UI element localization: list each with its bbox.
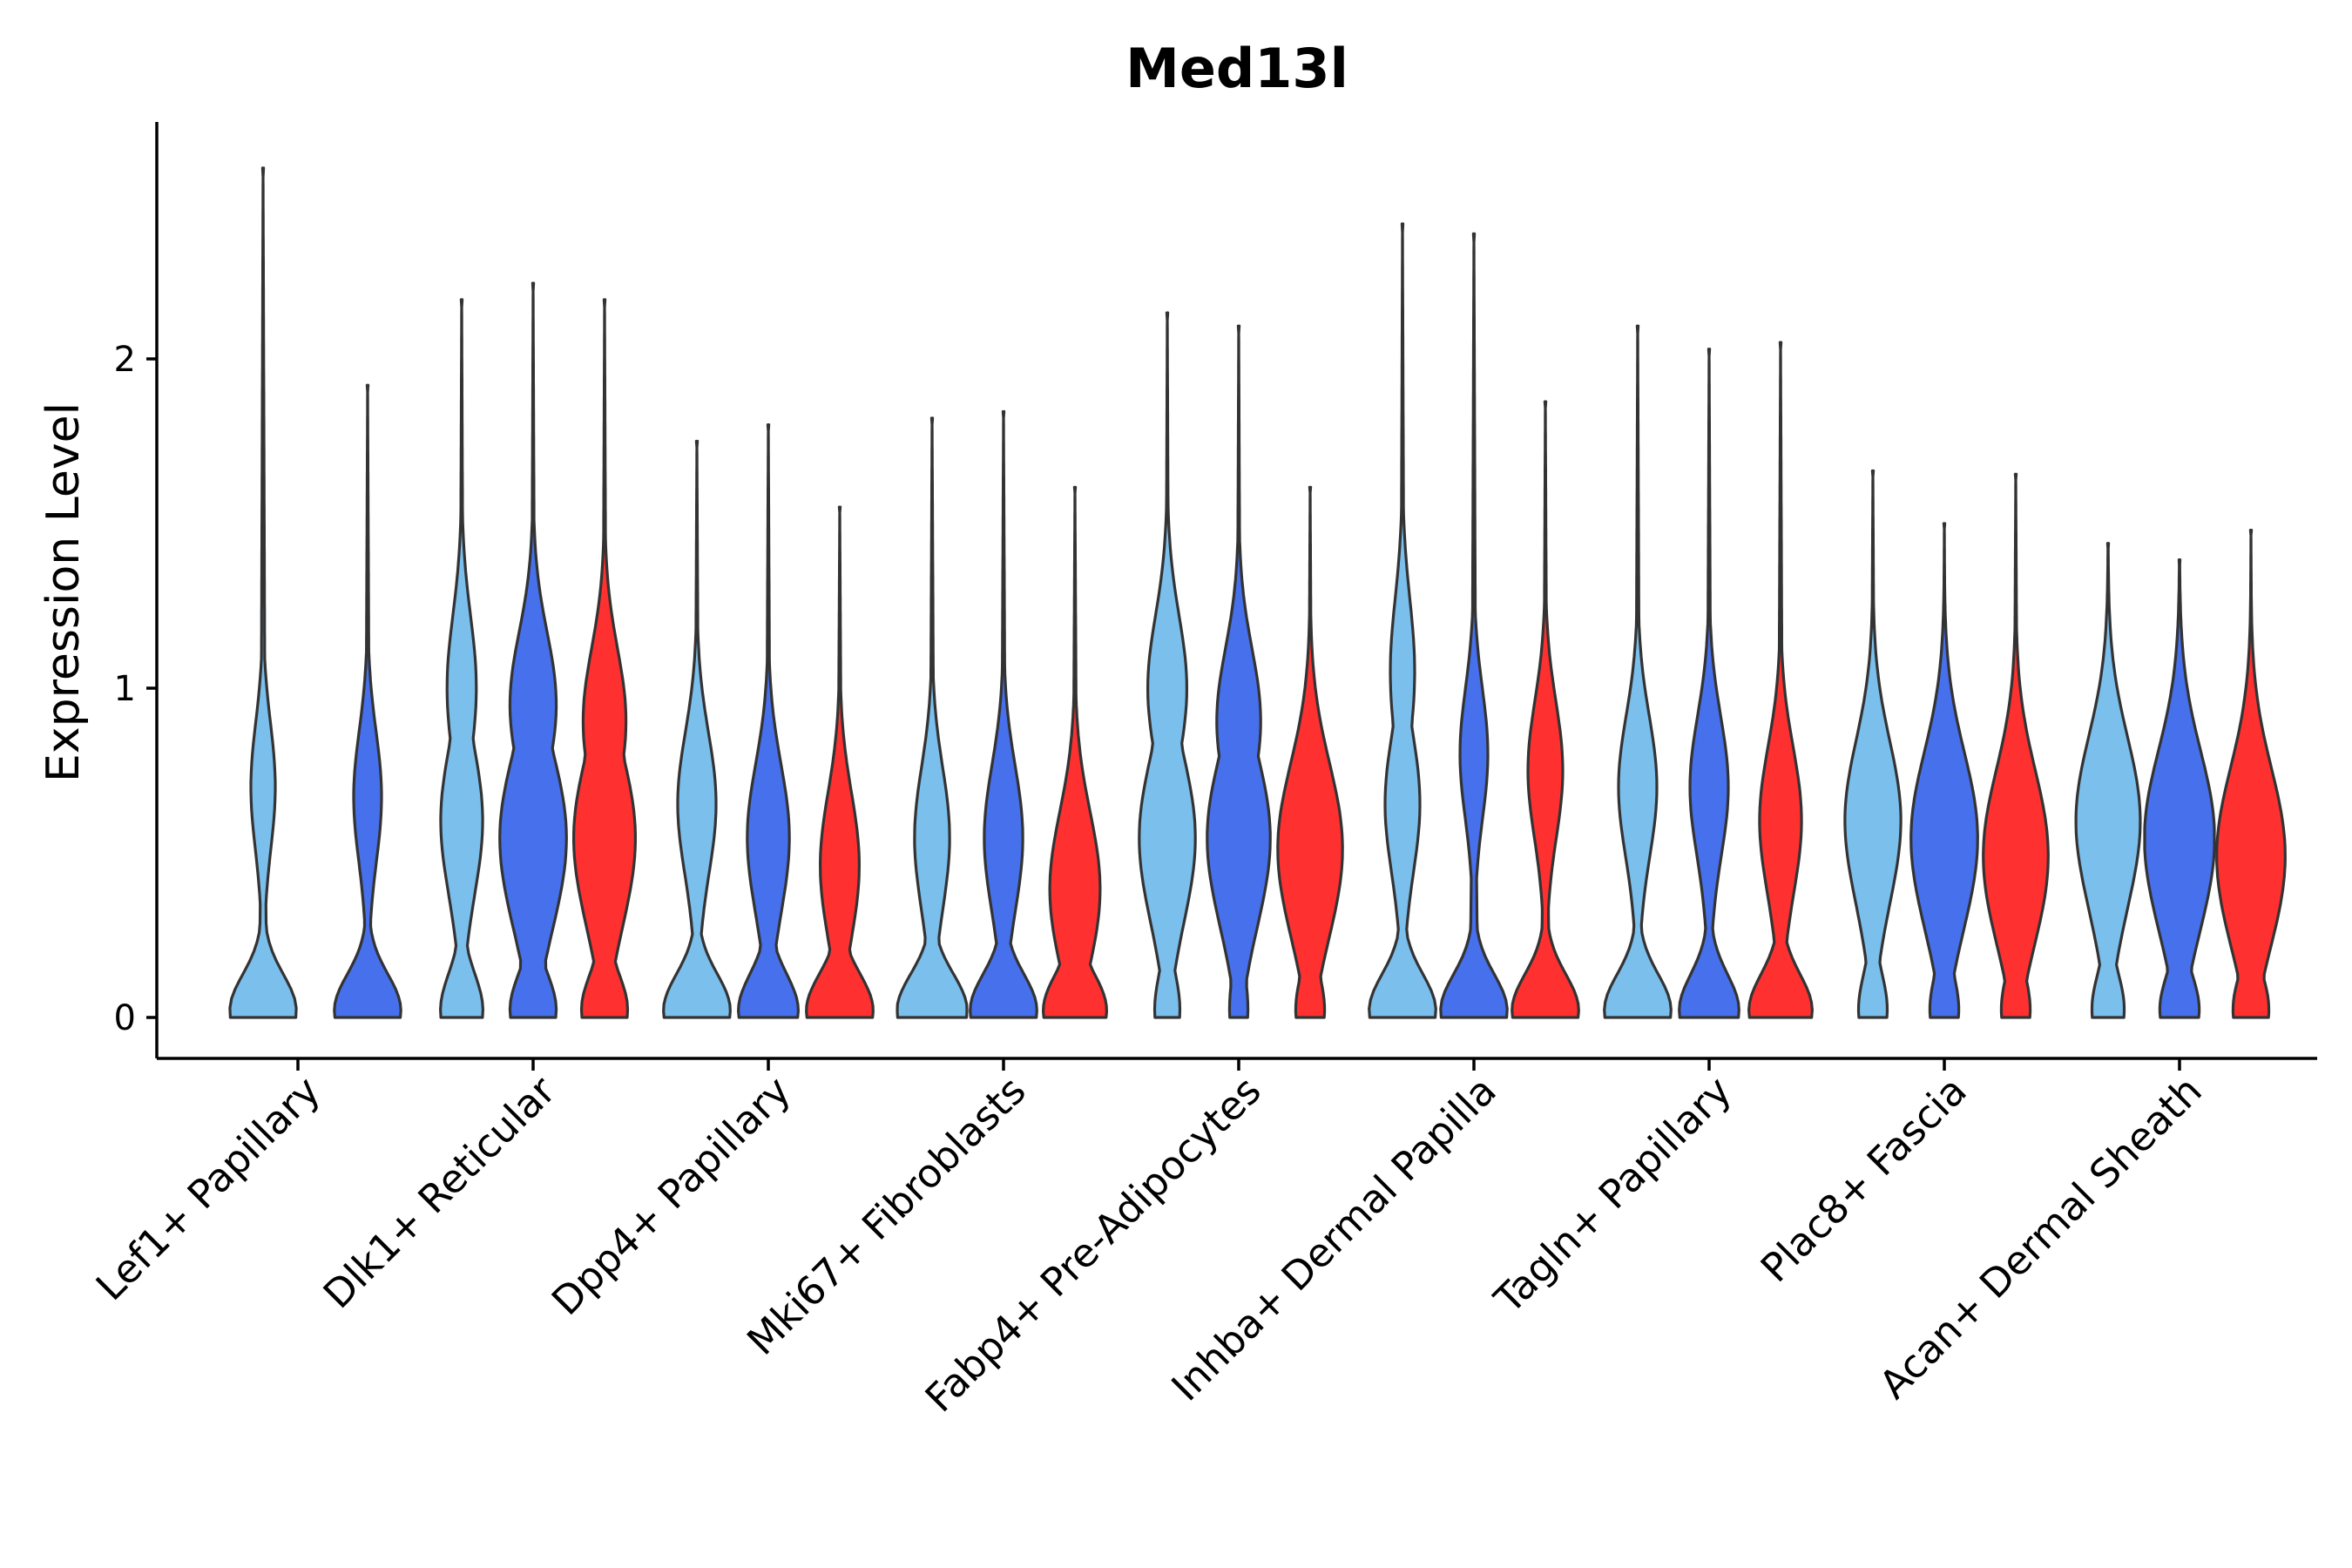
violin-9-group-1: [896, 416, 969, 1019]
violins-layer: [228, 166, 2287, 1019]
y-tick-label: 1: [114, 669, 136, 709]
chart-title: Med13l: [1125, 37, 1348, 100]
x-tick-label: Tagln+ Papillary: [1485, 1067, 1740, 1322]
y-tick-label: 0: [114, 998, 136, 1038]
axes-layer: [155, 122, 2317, 1060]
violin-17-group-3: [1511, 400, 1580, 1019]
violin-1-group-1: [228, 166, 298, 1019]
violin-19-group-2: [1678, 348, 1740, 1019]
violin-15-group-1: [1368, 222, 1437, 1019]
violin-23-group-3: [1982, 472, 2050, 1019]
violin-26-group-3: [2215, 529, 2287, 1019]
violin-3-group-1: [439, 298, 484, 1019]
violin-11-group-3: [1042, 485, 1108, 1019]
violin-25-group-2: [2143, 558, 2216, 1019]
x-tick-label: Dpp4+ Papillary: [543, 1067, 800, 1324]
violin-4-group-2: [498, 281, 568, 1019]
violin-21-group-1: [1843, 469, 1903, 1019]
violin-2-group-2: [333, 383, 402, 1019]
x-tick-label: Dlk1+ Reticular: [314, 1067, 564, 1317]
x-tick-label: Plac8+ Fascia: [1752, 1067, 1976, 1291]
violin-22-group-2: [1909, 522, 1979, 1019]
violin-8-group-3: [805, 505, 875, 1019]
violin-7-group-2: [737, 423, 800, 1019]
violin-14-group-3: [1276, 485, 1344, 1019]
violin-5-group-3: [572, 298, 637, 1019]
violin-16-group-2: [1439, 232, 1509, 1019]
x-tick-label: Lef1+ Papillary: [87, 1067, 329, 1309]
violin-24-group-1: [2074, 542, 2142, 1019]
violin-18-group-1: [1603, 324, 1673, 1019]
y-axis-label: Expression Level: [37, 402, 90, 782]
violin-6-group-1: [662, 439, 732, 1019]
violin-10-group-2: [969, 409, 1038, 1019]
y-tick-label: 2: [114, 340, 136, 380]
violin-12-group-1: [1138, 311, 1197, 1019]
violin-13-group-2: [1206, 324, 1272, 1019]
violin-20-group-3: [1747, 341, 1814, 1019]
y-ticks: 0 1 2: [114, 340, 157, 1038]
